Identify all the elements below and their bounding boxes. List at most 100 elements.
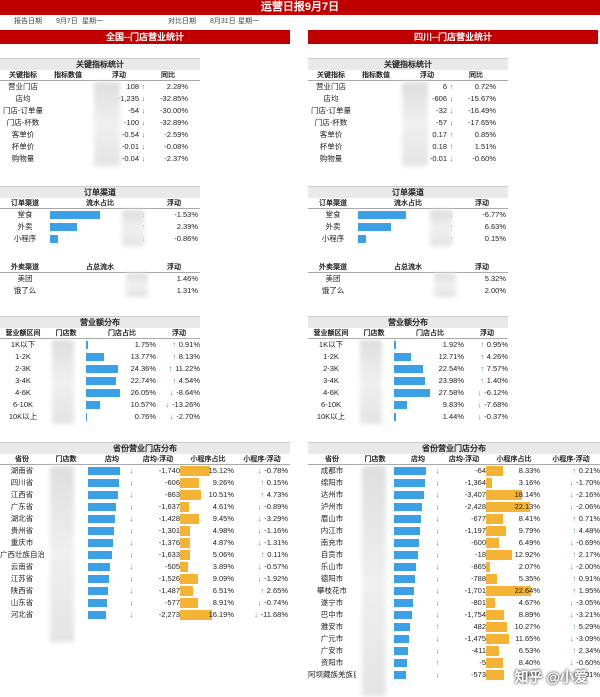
province-avg-float: -411: [471, 646, 486, 655]
report-banner: 运营日报9月7日: [0, 0, 600, 15]
kpi-float: -1,235 ↓: [90, 93, 148, 105]
revenue-title: 营业额分布: [308, 316, 508, 328]
province-mini-bar: [486, 466, 503, 476]
kpi-diff: 0.18: [432, 142, 447, 151]
province-mini-float: ↓ -0.69%: [542, 537, 600, 549]
province-mini-float-value: 0.15%: [266, 478, 288, 487]
kpi-value: [46, 105, 90, 117]
arrow-up-icon: ↑: [260, 586, 265, 595]
province-avg-bar: [394, 479, 425, 487]
province-avg-float: -1,633: [158, 550, 180, 559]
kpi-block: 关键指标统计 关键指标 指标数值 浮动 同比 营业门店 6 ↑ 0.72% 店均 -606 ↓ -15.…: [308, 58, 508, 166]
revenue-share-bar: [394, 389, 430, 397]
arrow-down-icon: ↓: [129, 514, 134, 523]
kpi-col-name: 关键指标: [9, 72, 37, 79]
kpi-value: [354, 105, 398, 117]
revenue-float: ↑ 8.13%: [158, 351, 200, 363]
arrow-up-icon: ↑: [260, 490, 265, 499]
province-avg: ↓: [394, 465, 442, 477]
province-col-avg: 店均: [105, 456, 119, 463]
province-mini-bar: [486, 658, 503, 668]
arrow-down-icon: ↓: [569, 490, 574, 499]
province-avg-bar: [394, 467, 426, 475]
province-mini-float: ↓ -0.89%: [236, 501, 288, 513]
province-mini-float-value: -2.00%: [576, 562, 600, 571]
channel-row: 外卖↑2.39%: [0, 221, 200, 233]
province-col-count: 门店数: [55, 456, 77, 463]
province-mini-bar: [486, 634, 510, 644]
kpi-yoy: -2.37%: [164, 154, 188, 163]
province-row: 达州市 ↓ -3,407 18.14% ↓ -2.16%: [308, 489, 600, 501]
revenue-range: 1-2K: [323, 352, 339, 361]
arrow-down-icon: ↓: [141, 94, 146, 103]
channel-title: 订单渠道: [308, 186, 508, 198]
province-mini-float: ↓ -11.68%: [236, 609, 288, 621]
arrow-down-icon: ↓: [257, 466, 262, 475]
province-mini-share: 8.41%: [486, 513, 542, 525]
province-mini-share-value: 8.99%: [518, 670, 540, 679]
sichuan-panel-title: 四川--门店营业统计: [308, 30, 598, 44]
province-name: 广东省: [10, 502, 34, 511]
kpi-col-name: 关键指标: [317, 72, 345, 79]
revenue-share: 22.74%: [86, 375, 158, 387]
kpi-diff: -57: [436, 118, 447, 127]
province-avg: ↓: [88, 525, 136, 537]
revenue-float: ↓ -6.12%: [466, 387, 508, 399]
arrow-down-icon: ↓: [141, 130, 146, 139]
channel-share-bar: [358, 211, 406, 219]
province-mini-float-value: -3.29%: [264, 514, 288, 523]
revenue-col-range: 营业额区间: [313, 330, 349, 337]
province-name: 泸州市: [320, 502, 344, 511]
province-avg-bar: [394, 659, 407, 667]
redacted-blur: [430, 210, 452, 246]
province-mini-share: 10.27%: [486, 621, 542, 633]
province-mini-float-value: 2.34%: [578, 646, 600, 655]
province-mini-bar: [180, 538, 190, 548]
revenue-share-value: 10.57%: [130, 400, 156, 409]
province-avg-bar: [394, 491, 424, 499]
arrow-up-icon: ↑: [480, 352, 485, 361]
province-row: 眉山市 ↓ -677 8.41% ↑ 0.71%: [308, 513, 600, 525]
province-mini-share-value: 2.07%: [518, 562, 540, 571]
right.kpi-header: 关键指标 指标数值 浮动 同比: [308, 70, 508, 81]
province-mini-share: 9.45%: [180, 513, 236, 525]
redacted-blur: [360, 340, 382, 424]
sichuan-panel: 四川--门店营业统计 关键指标统计 关键指标 指标数值 浮动 同比 营业门店 6 ↑ 0.72%…: [308, 30, 600, 696]
province-mini-bar: [180, 490, 202, 500]
arrow-down-icon: ↓: [129, 598, 134, 607]
province-avg: ↓: [394, 561, 442, 573]
arrow-up-icon: ↑: [572, 646, 577, 655]
province-avg-bar: [394, 587, 414, 595]
revenue-share-bar: [86, 341, 89, 349]
province-mini-float-value: -2.06%: [576, 502, 600, 511]
province-name: 贵州省: [10, 526, 34, 535]
arrow-down-icon: ↓: [129, 574, 134, 583]
arrow-down-icon: ↓: [435, 502, 440, 511]
revenue-title: 营业额分布: [0, 316, 200, 328]
arrow-down-icon: ↓: [569, 502, 574, 511]
province-mini-float: ↑ 2.34%: [542, 645, 600, 657]
arrow-down-icon: ↓: [129, 490, 134, 499]
arrow-down-icon: ↓: [477, 400, 482, 409]
revenue-share-value: 1.75%: [134, 340, 156, 349]
kpi-diff: 6: [442, 82, 447, 91]
province-col-mini-float: 小程序-浮动: [243, 456, 281, 463]
revenue-row: 6-10K 9.83% ↓ -7.68%: [308, 399, 508, 411]
revenue-share: 26.05%: [86, 387, 158, 399]
province-mini-share-value: 15.12%: [208, 466, 234, 475]
left.kpi-header: 关键指标 指标数值 浮动 同比: [0, 70, 200, 81]
revenue-share: 22.54%: [394, 363, 466, 375]
province-avg-bar: [394, 671, 406, 679]
province-row: 资阳市 ↑ -5 8.40% ↓ -0.60%: [308, 657, 600, 669]
revenue-share: 10.57%: [86, 399, 158, 411]
revenue-float-value: 7.57%: [486, 364, 508, 373]
delivery-float: 2.00%: [484, 286, 506, 295]
revenue-share-value: 0.76%: [134, 412, 156, 421]
province-mini-float: ↑ 2.65%: [236, 585, 288, 597]
kpi-name: 营业门店: [316, 82, 346, 91]
province-avg: ↓: [394, 477, 442, 489]
kpi-row: 门店-订单量 -54 ↓ -30.00%: [0, 105, 200, 117]
province-col-count: 门店数: [364, 456, 386, 463]
province-avg-bar: [394, 515, 422, 523]
